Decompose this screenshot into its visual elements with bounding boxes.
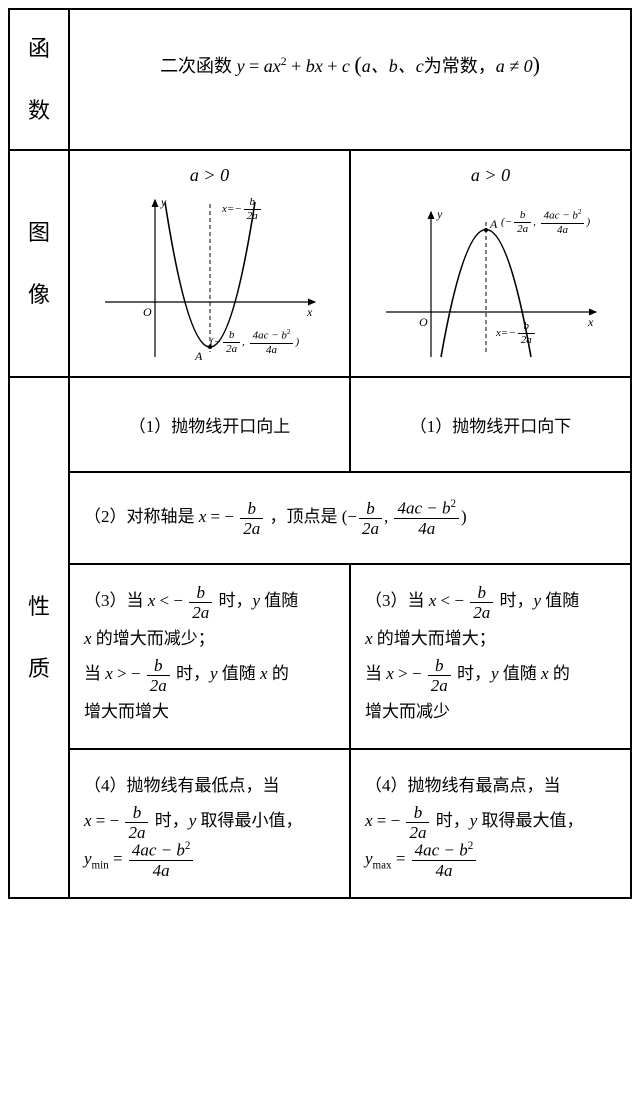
prop-3-row: （3）当 x < − b2a 时，y 值随 x 的增大而减少； 当 x > − … xyxy=(69,564,631,749)
svg-text:x: x xyxy=(306,305,313,319)
row-function: 函 数 二次函数 y = ax2 + bx + c (a、b、c为常数，a ≠ … xyxy=(9,9,631,150)
def-a: a xyxy=(264,56,273,76)
prop3-left: （3）当 x < − b2a 时，y 值随 x 的增大而减少； 当 x > − … xyxy=(69,564,350,749)
prop1-left: （1）抛物线开口向上 xyxy=(69,377,350,472)
def-aneq: a ≠ 0 xyxy=(496,56,533,76)
properties-table: 函 数 二次函数 y = ax2 + bx + c (a、b、c为常数，a ≠ … xyxy=(8,8,632,899)
def-sq1: 2 xyxy=(281,55,287,68)
p2-b: b xyxy=(240,500,263,519)
prop1-right: （1）抛物线开口向下 xyxy=(350,377,631,472)
header-properties: 性 质 xyxy=(9,377,69,898)
p2-2a: 2a xyxy=(240,519,263,537)
p2-x: x xyxy=(199,507,207,526)
header-function: 函 数 xyxy=(9,9,69,150)
hdr-func-2: 数 xyxy=(28,80,50,142)
def-eq: = xyxy=(249,56,264,76)
def-prefix: 二次函数 xyxy=(160,56,237,76)
prop2-cell: （2）对称轴是 x = − b2a ，顶点是 (−b2a, 4ac − b24a… xyxy=(69,472,631,564)
graph-right-vertex-label: (−b2a, 4ac − b24a) xyxy=(501,209,590,236)
def-popen: ( xyxy=(354,52,361,77)
def-plus1: + xyxy=(291,56,301,76)
prop-2-row: （2）对称轴是 x = − b2a ，顶点是 (−b2a, 4ac − b24a… xyxy=(69,472,631,564)
graph-right-axis-label: x=−b2a xyxy=(496,321,537,346)
properties-body: （1）抛物线开口向上 （1）抛物线开口向下 （2）对称轴是 x = − b2a … xyxy=(69,377,631,898)
svg-text:O: O xyxy=(143,305,152,319)
p2-open: (− xyxy=(342,507,357,526)
def-c: c xyxy=(342,56,350,76)
graph-left-axis-label: x=−b2a xyxy=(222,197,263,222)
svg-text:A: A xyxy=(489,217,498,231)
graph-right-cell: a > 0 y x O A (−b2a, 4ac − b24a) xyxy=(350,150,631,377)
hdr-prop-2: 质 xyxy=(28,638,50,700)
def-x2: x xyxy=(315,56,323,76)
graph-left-vertex-label: (−b2a, 4ac − b24a) xyxy=(210,329,299,356)
p2-pre: （2）对称轴是 xyxy=(84,507,199,526)
hdr-func-1: 函 xyxy=(28,18,50,80)
svg-text:A: A xyxy=(194,349,203,362)
svg-text:y: y xyxy=(436,207,443,221)
graph-right-cond: a > 0 xyxy=(359,165,622,186)
svg-text:O: O xyxy=(419,315,428,329)
prop4-left: （4）抛物线有最低点，当 x = − b2a 时，y 取得最小值， ymin =… xyxy=(69,749,350,898)
hdr-img-2: 像 xyxy=(28,264,50,326)
graph-left-cond: a > 0 xyxy=(78,165,341,186)
def-const: 为常数， xyxy=(424,56,496,76)
prop3-right: （3）当 x < − b2a 时，y 值随 x 的增大而增大； 当 x > − … xyxy=(350,564,631,749)
svg-text:y: y xyxy=(160,195,167,209)
definition-cell: 二次函数 y = ax2 + bx + c (a、b、c为常数，a ≠ 0) xyxy=(69,9,631,150)
prop4-right: （4）抛物线有最高点，当 x = − b2a 时，y 取得最大值， ymax =… xyxy=(350,749,631,898)
p2-eqneg: = − xyxy=(211,507,239,526)
def-pclose: ) xyxy=(533,52,540,77)
row-properties: 性 质 （1）抛物线开口向上 （1）抛物线开口向下 （2）对称轴是 x = − … xyxy=(9,377,631,898)
prop-1-row: （1）抛物线开口向上 （1）抛物线开口向下 xyxy=(69,377,631,472)
def-x1: x xyxy=(273,56,281,76)
def-y: y xyxy=(237,56,245,76)
def-plus2: + xyxy=(327,56,337,76)
def-b: b xyxy=(306,56,315,76)
def-vars: a、b、c xyxy=(362,56,424,76)
hdr-img-1: 图 xyxy=(28,202,50,264)
p2-mid: ，顶点是 xyxy=(269,507,337,526)
prop-4-row: （4）抛物线有最低点，当 x = − b2a 时，y 取得最小值， ymin =… xyxy=(69,749,631,898)
svg-text:x: x xyxy=(587,315,594,329)
header-graph: 图 像 xyxy=(9,150,69,377)
graph-left-cell: a > 0 y x O A xyxy=(69,150,350,377)
p2-close: ) xyxy=(461,507,467,526)
hdr-prop-1: 性 xyxy=(28,576,50,638)
row-graph: 图 像 a > 0 y xyxy=(9,150,631,377)
